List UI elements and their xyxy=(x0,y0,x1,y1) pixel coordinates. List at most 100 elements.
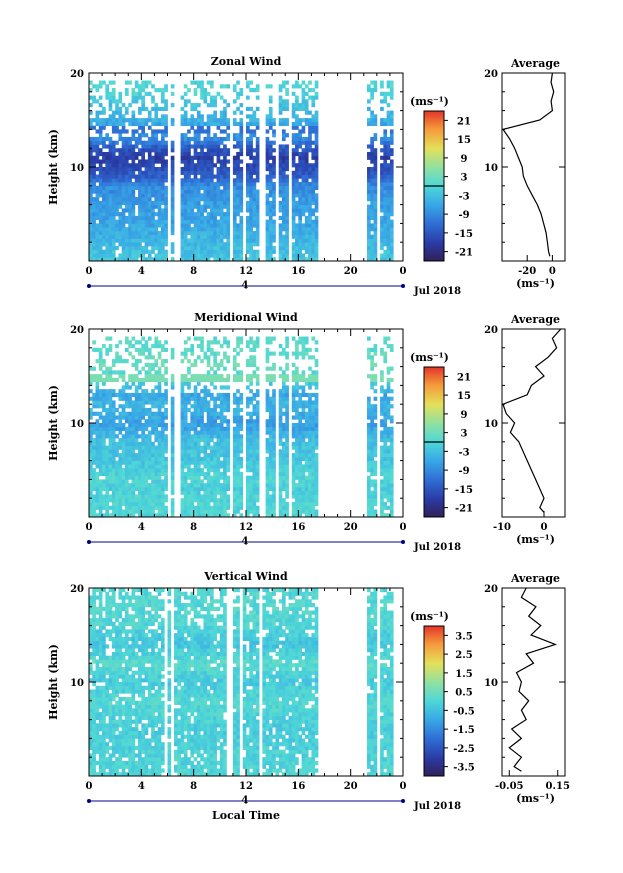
heatmap-cell xyxy=(151,136,155,142)
heatmap-cell xyxy=(226,245,231,251)
heatmap-cell xyxy=(138,125,142,130)
heatmap-cell xyxy=(383,223,388,228)
heatmap-cell xyxy=(92,366,96,371)
heatmap-cell xyxy=(304,505,309,510)
heatmap-cell xyxy=(314,249,319,254)
heatmap-cell xyxy=(281,441,286,446)
heatmap-cell xyxy=(304,245,309,251)
heatmap-cell xyxy=(160,513,165,518)
heatmap-cell xyxy=(285,453,289,458)
heatmap-cell xyxy=(131,355,136,360)
heatmap-cell xyxy=(128,136,132,142)
heatmap-cell xyxy=(196,498,201,503)
heatmap-cell xyxy=(246,494,250,499)
heatmap-cell xyxy=(134,468,139,473)
heatmap-cell xyxy=(206,242,211,247)
heatmap-cell xyxy=(180,106,185,111)
heatmap-cell xyxy=(102,140,106,145)
heatmap-cell xyxy=(239,377,244,383)
heatmap-cell xyxy=(154,453,159,458)
heatmap-cell xyxy=(291,200,296,205)
heatmap-cell xyxy=(213,163,217,168)
heatmap-cell xyxy=(210,170,214,175)
heatmap-cell xyxy=(285,400,289,405)
heatmap-cell xyxy=(236,245,240,251)
heatmap-cell xyxy=(252,223,257,228)
heatmap-cell xyxy=(98,445,103,450)
heatmap-cell xyxy=(219,148,224,153)
heatmap-cell xyxy=(190,483,195,488)
heatmap-cell xyxy=(226,501,231,507)
heatmap-cell xyxy=(115,110,119,115)
heatmap-cell xyxy=(121,513,126,518)
heatmap-cell xyxy=(128,449,132,454)
heatmap-cell xyxy=(268,407,273,413)
heatmap-cell xyxy=(124,396,129,401)
heatmap-cell xyxy=(246,174,250,179)
heatmap-cell xyxy=(281,475,286,480)
heatmap-cell xyxy=(138,182,142,187)
heatmap-cell xyxy=(118,374,123,379)
heatmap-cell xyxy=(226,182,231,187)
heatmap-cell xyxy=(389,234,394,239)
heatmap-cell xyxy=(154,423,159,428)
heatmap-cell xyxy=(295,513,299,518)
heatmap-cell xyxy=(180,404,185,409)
heatmap-cell xyxy=(144,163,149,168)
heatmap-cell xyxy=(203,407,208,413)
heatmap-cell xyxy=(268,377,273,383)
heatmap-cell xyxy=(308,407,312,413)
heatmap-cell xyxy=(246,136,250,142)
heatmap-cell xyxy=(105,396,110,401)
heatmap-cell xyxy=(157,438,162,443)
heatmap-cell xyxy=(138,118,142,123)
heatmap-cell xyxy=(183,208,188,213)
heatmap-cell xyxy=(151,167,155,172)
heatmap-cell xyxy=(285,471,289,477)
heatmap-cell xyxy=(131,460,136,465)
heatmap-cell xyxy=(213,471,217,477)
heatmap-cell xyxy=(239,464,244,469)
heatmap-cell xyxy=(190,227,195,232)
heatmap-cell xyxy=(138,415,142,420)
heatmap-cell xyxy=(138,249,142,254)
heatmap-cell xyxy=(92,392,96,398)
heatmap-cell xyxy=(291,362,296,367)
heatmap-cell xyxy=(219,215,224,221)
heatmap-cell xyxy=(193,426,198,431)
heatmap-cell xyxy=(128,155,132,160)
colorbar-tick-label: 15 xyxy=(457,135,471,146)
heatmap-cell xyxy=(190,351,195,356)
heatmap-cell xyxy=(111,486,116,492)
heatmap-cell xyxy=(128,103,132,108)
heatmap-cell xyxy=(281,223,286,228)
heatmap-cell xyxy=(255,223,260,228)
heatmap-cell xyxy=(124,106,129,111)
heatmap-cell xyxy=(121,189,126,194)
heatmap-cell xyxy=(268,174,273,179)
heatmap-cell xyxy=(134,253,139,258)
heatmap-cell xyxy=(118,509,123,514)
heatmap-cell xyxy=(89,103,93,108)
heatmap-cell xyxy=(131,505,136,510)
heatmap-cell xyxy=(226,200,231,205)
heatmap-cell xyxy=(311,155,316,160)
heatmap-cell xyxy=(187,453,191,458)
heatmap-cell xyxy=(124,91,129,96)
heatmap-cell xyxy=(141,159,145,164)
heatmap-cell xyxy=(89,167,93,172)
heatmap-cell xyxy=(246,185,250,190)
heatmap-cell xyxy=(370,200,374,205)
heatmap-cell xyxy=(255,438,260,443)
heatmap-cell xyxy=(298,118,302,123)
heatmap-cell xyxy=(138,110,142,115)
colorbar-tick-label: 21 xyxy=(457,116,471,127)
heatmap-cell xyxy=(121,471,126,477)
heatmap-cell xyxy=(160,140,165,145)
heatmap-cell xyxy=(147,234,152,239)
heatmap-cell xyxy=(157,385,162,390)
heatmap-cell xyxy=(210,456,214,461)
heatmap-cell xyxy=(298,200,302,205)
heatmap-cell xyxy=(160,212,165,217)
